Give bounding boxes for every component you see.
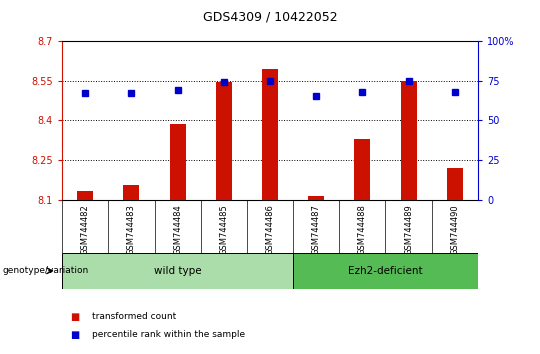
Text: ■: ■	[70, 330, 79, 339]
Text: GSM744490: GSM744490	[450, 204, 460, 255]
Text: Ezh2-deficient: Ezh2-deficient	[348, 266, 423, 276]
Bar	[308, 196, 325, 200]
Text: percentile rank within the sample: percentile rank within the sample	[92, 330, 245, 339]
Bar	[170, 124, 186, 200]
Text: wild type: wild type	[154, 266, 201, 276]
Bar	[401, 80, 417, 200]
Bar	[354, 139, 370, 200]
Bar	[293, 253, 478, 289]
Text: GSM744486: GSM744486	[266, 204, 274, 255]
Text: GSM744489: GSM744489	[404, 204, 413, 255]
Text: GSM744483: GSM744483	[127, 204, 136, 255]
Bar	[262, 69, 278, 200]
Bar	[447, 168, 463, 200]
Bar	[62, 253, 293, 289]
Text: GSM744487: GSM744487	[312, 204, 321, 255]
Bar	[123, 185, 139, 200]
Bar	[77, 191, 93, 200]
Text: GSM744485: GSM744485	[219, 204, 228, 255]
Text: GSM744482: GSM744482	[80, 204, 90, 255]
Text: transformed count: transformed count	[92, 312, 176, 321]
Text: GSM744488: GSM744488	[358, 204, 367, 255]
Text: GSM744484: GSM744484	[173, 204, 182, 255]
Text: genotype/variation: genotype/variation	[3, 266, 89, 275]
Bar	[215, 82, 232, 200]
Text: ■: ■	[70, 312, 79, 322]
Text: GDS4309 / 10422052: GDS4309 / 10422052	[202, 11, 338, 24]
